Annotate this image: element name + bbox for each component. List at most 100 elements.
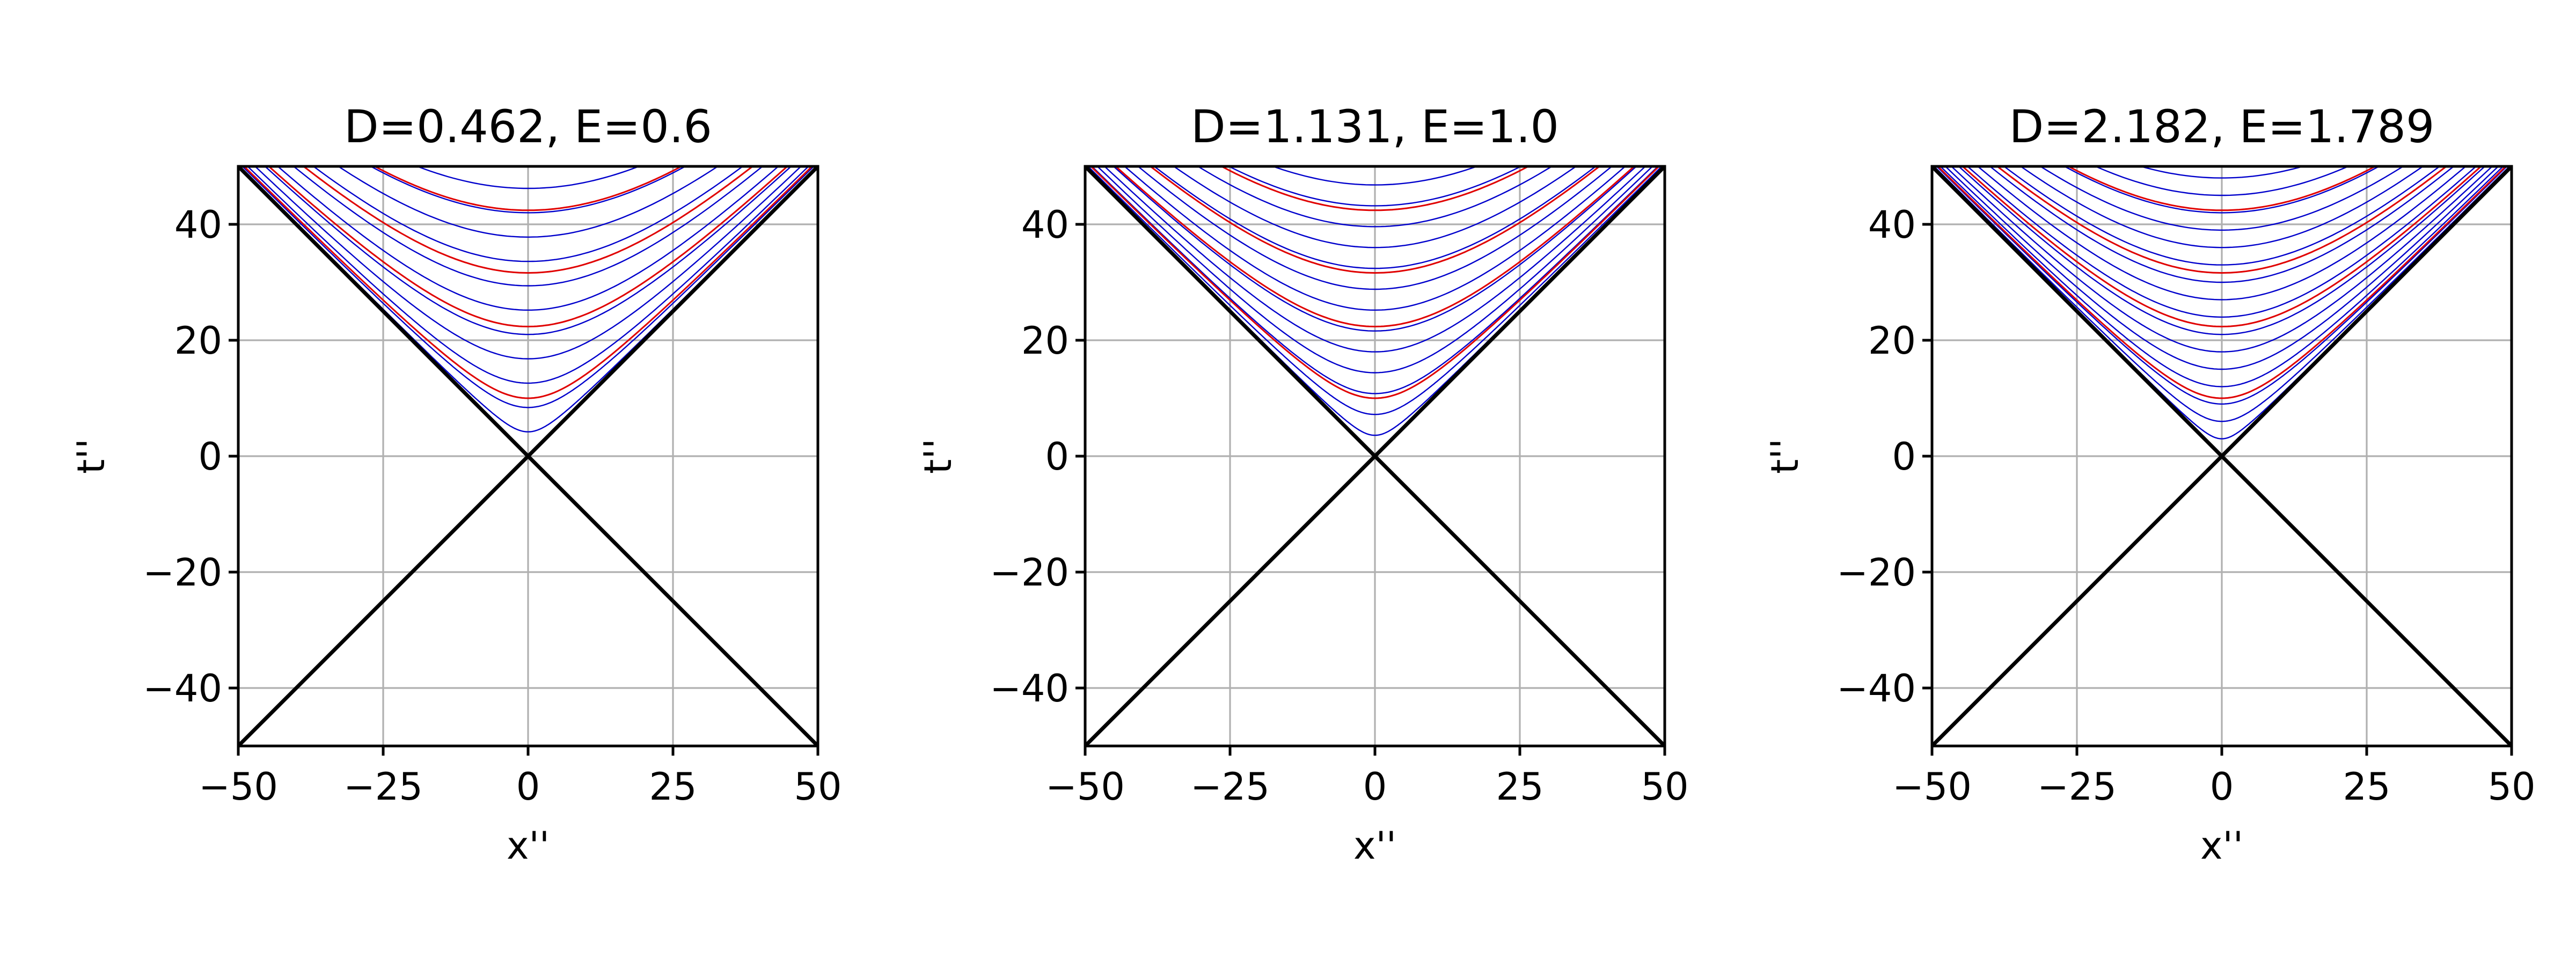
blue-curve bbox=[415, 166, 641, 189]
x-tick-label: 25 bbox=[1496, 765, 1543, 809]
blue-curve bbox=[0, 0, 2576, 21]
blue-curve bbox=[337, 166, 719, 238]
red-curve bbox=[1961, 166, 2483, 328]
panel-title: D=2.182, E=1.789 bbox=[2009, 100, 2435, 153]
blue-curve bbox=[0, 0, 2576, 101]
red-curve bbox=[302, 166, 754, 274]
plot-area bbox=[0, 0, 2576, 746]
blue-curve bbox=[1197, 166, 1553, 228]
red-curve bbox=[2067, 166, 2377, 211]
blue-curve bbox=[1977, 166, 2467, 301]
blue-curve bbox=[0, 0, 2576, 115]
y-tick-label: 20 bbox=[174, 319, 222, 363]
blue-curve bbox=[276, 166, 780, 311]
blue-curve bbox=[1936, 166, 2508, 405]
panel-1: −50 −25 0 25 50 −40 −20 0 20 40 x'' t'' D=0.462, E=0… bbox=[0, 0, 2576, 868]
blue-curve bbox=[0, 0, 2576, 67]
red-curve bbox=[267, 166, 789, 328]
blue-curve bbox=[0, 0, 2576, 39]
blue-curve bbox=[1173, 166, 1577, 248]
blue-curve bbox=[2003, 166, 2441, 266]
red-curve bbox=[243, 166, 814, 399]
blue-curve bbox=[254, 166, 802, 360]
light-cone-line bbox=[1085, 166, 1665, 746]
x-tick-label: 0 bbox=[1363, 765, 1387, 809]
blue-curve bbox=[264, 166, 792, 335]
x-axis-label: x'' bbox=[1353, 824, 1396, 868]
y-tick-label: 0 bbox=[198, 435, 222, 479]
blue-curve bbox=[1123, 166, 1627, 311]
blue-curve bbox=[1103, 166, 1646, 353]
panel-3: −50 −25 0 25 50 −40 −20 0 20 40 x'' t'' D=2.182, E=1… bbox=[0, 0, 2576, 868]
y-tick-label: −20 bbox=[1836, 551, 1916, 595]
blue-curve bbox=[312, 166, 744, 262]
red-curve bbox=[1114, 166, 1636, 328]
light-cone-line bbox=[1932, 166, 2512, 746]
blue-curve bbox=[246, 166, 810, 384]
blue-curve bbox=[0, 0, 2576, 39]
blue-curve bbox=[1087, 166, 1663, 415]
blue-curve bbox=[0, 0, 2576, 91]
y-axis-label: t'' bbox=[1763, 438, 1807, 474]
blue-curve bbox=[1153, 166, 1597, 269]
plot-area bbox=[0, 0, 2576, 746]
y-tick-label: −20 bbox=[990, 551, 1069, 595]
blue-curve bbox=[0, 0, 2576, 42]
blue-curve bbox=[1113, 166, 1637, 332]
red-curve bbox=[1089, 166, 1660, 399]
x-tick-label: −25 bbox=[2037, 765, 2117, 809]
panel-title: D=0.462, E=0.6 bbox=[344, 100, 712, 153]
y-tick-label: 20 bbox=[1021, 319, 1069, 363]
red-curve bbox=[1149, 166, 1601, 274]
blue-curve bbox=[0, 0, 2576, 18]
blue-curve bbox=[0, 0, 2576, 60]
blue-curve bbox=[0, 0, 2576, 4]
x-tick-label: 25 bbox=[649, 765, 697, 809]
y-tick-label: 40 bbox=[1021, 203, 1069, 247]
blue-curve bbox=[1091, 166, 1659, 394]
blue-curve bbox=[1940, 166, 2504, 387]
blue-curve bbox=[1950, 166, 2493, 353]
blue-curve bbox=[1944, 166, 2499, 370]
red-curve bbox=[1996, 166, 2448, 274]
y-tick-label: 0 bbox=[1045, 435, 1069, 479]
y-tick-label: −40 bbox=[143, 667, 222, 711]
y-tick-label: 20 bbox=[1868, 319, 1916, 363]
red-curve bbox=[1936, 166, 2507, 399]
blue-curve bbox=[369, 166, 687, 214]
blue-curve bbox=[241, 166, 815, 408]
blue-curve bbox=[1933, 166, 2511, 422]
blue-curve bbox=[1989, 166, 2455, 283]
blue-curve bbox=[0, 0, 2576, 108]
y-tick-label: 0 bbox=[1892, 435, 1916, 479]
blue-curve bbox=[292, 166, 764, 287]
x-tick-label: 0 bbox=[516, 765, 540, 809]
y-tick-label: −40 bbox=[1836, 667, 1916, 711]
blue-curve bbox=[2035, 166, 2512, 440]
y-tick-label: −20 bbox=[143, 551, 222, 595]
x-axis-label: x'' bbox=[2200, 824, 2243, 868]
x-tick-label: 25 bbox=[2343, 765, 2390, 809]
y-tick-label: 40 bbox=[174, 203, 222, 247]
x-tick-label: −50 bbox=[199, 765, 278, 809]
x-tick-label: 50 bbox=[1641, 765, 1688, 809]
blue-curve bbox=[0, 0, 2576, 91]
y-axis-label: t'' bbox=[916, 438, 960, 474]
blue-curve bbox=[1958, 166, 2486, 335]
x-tick-label: −50 bbox=[1045, 765, 1125, 809]
blue-curve bbox=[0, 0, 2576, 18]
blue-curve bbox=[1096, 166, 1653, 374]
blue-curve bbox=[0, 0, 2576, 74]
blue-curve bbox=[0, 0, 2576, 56]
blue-curve bbox=[0, 0, 2576, 80]
red-curve bbox=[373, 166, 683, 211]
y-tick-label: −40 bbox=[990, 667, 1069, 711]
x-tick-label: −50 bbox=[1892, 765, 1972, 809]
plot-area bbox=[0, 0, 2576, 746]
blue-curve bbox=[1271, 166, 1479, 186]
x-axis-label: x'' bbox=[507, 824, 550, 868]
y-tick-label: 40 bbox=[1868, 203, 1916, 247]
light-cone-line bbox=[238, 166, 818, 746]
panel-2: −50 −25 0 25 50 −40 −20 0 20 40 x'' t'' D=1.131, E=1… bbox=[0, 0, 2576, 868]
